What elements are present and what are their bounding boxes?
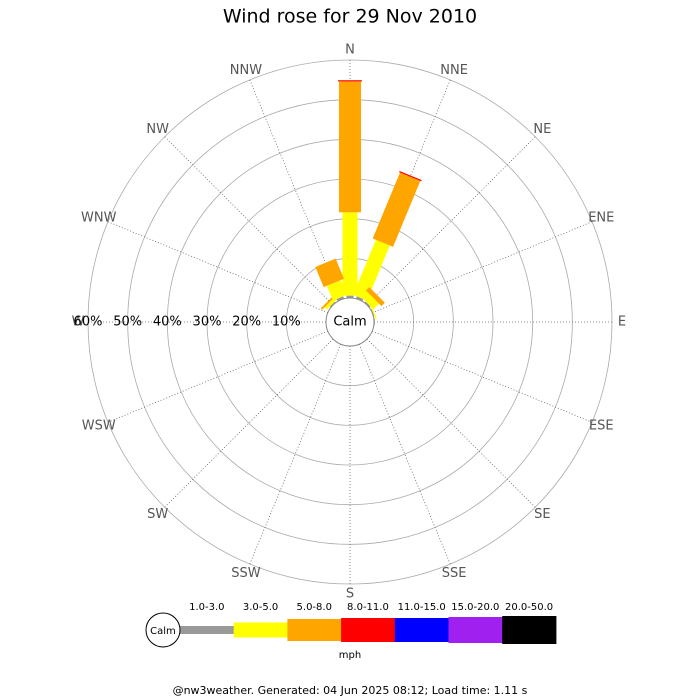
- spoke: [164, 136, 334, 306]
- legend-swatch: [180, 626, 235, 634]
- direction-label: SE: [534, 507, 550, 522]
- wind-bar: [353, 239, 390, 301]
- spoke: [358, 344, 451, 565]
- wind-bar: [399, 171, 422, 182]
- spoke: [372, 221, 593, 314]
- direction-label: SW: [147, 507, 168, 522]
- r-tick-label: 60%: [74, 315, 103, 330]
- legend-swatch: [394, 618, 449, 642]
- legend-label: 11.0-15.0: [398, 602, 446, 613]
- legend-label: 1.0-3.0: [189, 602, 224, 613]
- legend-swatch: [233, 622, 288, 638]
- legend-calm-label: Calm: [150, 626, 176, 637]
- direction-label: ESE: [589, 419, 614, 434]
- r-tick-label: 50%: [113, 315, 142, 330]
- legend-swatch: [341, 618, 396, 642]
- legend-label: 5.0-8.0: [297, 602, 332, 613]
- direction-label: WNW: [81, 210, 117, 225]
- wind-bar: [355, 296, 364, 302]
- wind-bar: [329, 301, 336, 308]
- footer: @nw3weather. Generated: 04 Jun 2025 08:1…: [173, 684, 528, 697]
- legend-swatch: [502, 616, 557, 644]
- wind-bar: [338, 80, 362, 82]
- direction-label: W: [72, 315, 85, 330]
- r-tick-label: 20%: [232, 315, 261, 330]
- wind-bar: [346, 295, 354, 298]
- direction-label: SSW: [231, 566, 261, 581]
- units-label: mph: [339, 650, 361, 661]
- spoke: [107, 330, 328, 423]
- direction-label: SSE: [442, 566, 467, 581]
- direction-label: WSW: [82, 419, 116, 434]
- r-tick-label: 40%: [153, 315, 182, 330]
- legend-calm-circle: [145, 612, 181, 648]
- legend-label: 15.0-20.0: [451, 602, 499, 613]
- wind-bar: [342, 212, 358, 296]
- direction-label: NE: [533, 122, 551, 137]
- wind-bar: [362, 292, 380, 310]
- legend-swatch: [448, 617, 503, 643]
- wind-bar: [315, 258, 344, 288]
- spoke: [249, 344, 342, 565]
- legend-swatch: [287, 619, 342, 641]
- spoke: [372, 330, 593, 423]
- direction-label: NNW: [230, 63, 262, 78]
- r-tick-label: 10%: [272, 315, 301, 330]
- wind-bar: [364, 301, 371, 308]
- direction-label: NNE: [440, 63, 468, 78]
- spoke: [164, 338, 334, 508]
- wind-bar: [336, 296, 345, 302]
- direction-label: E: [618, 315, 626, 330]
- direction-label: S: [346, 587, 354, 602]
- chart-title: Wind rose for 29 Nov 2010: [223, 6, 477, 28]
- direction-label: NW: [146, 122, 169, 137]
- legend-label: 20.0-50.0: [505, 602, 553, 613]
- legend-label: 3.0-5.0: [243, 602, 278, 613]
- r-tick-label: 30%: [193, 315, 222, 330]
- wind-bar: [372, 172, 421, 247]
- wind-bar: [370, 305, 377, 320]
- calm-label: Calm: [333, 315, 366, 330]
- direction-label: ENE: [588, 210, 614, 225]
- wind-bar: [365, 287, 385, 307]
- calm-circle: [325, 297, 375, 347]
- spoke: [107, 221, 328, 314]
- wind-bar: [339, 81, 361, 213]
- legend-label: 8.0-11.0: [347, 602, 389, 613]
- spoke: [366, 338, 536, 508]
- wind-bar: [326, 280, 347, 301]
- spoke: [366, 136, 536, 306]
- direction-label: N: [345, 43, 355, 58]
